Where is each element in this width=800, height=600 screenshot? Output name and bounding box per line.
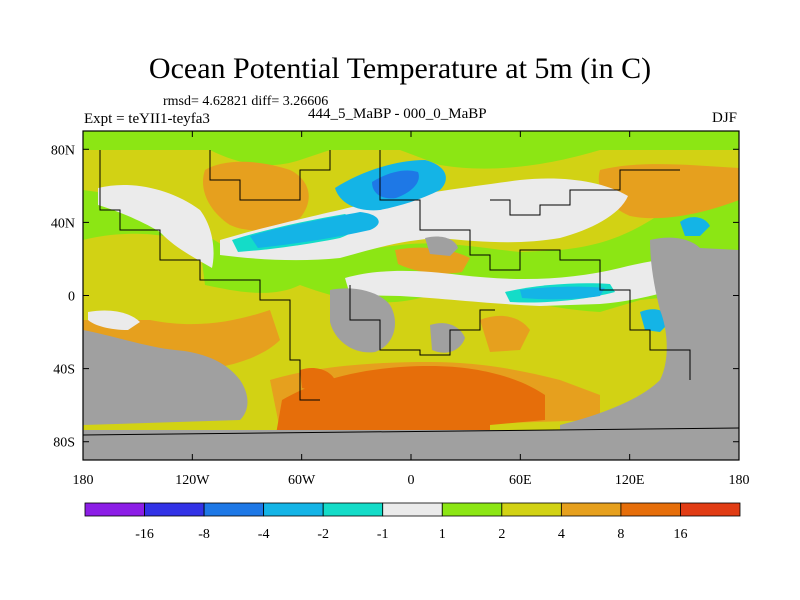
map-field <box>83 131 739 460</box>
y-tick-label: 40S <box>53 363 75 378</box>
colorbar-label: -2 <box>317 527 329 542</box>
field-band-blue-atl <box>250 212 379 248</box>
land-sa <box>83 330 248 425</box>
colorbar-swatch <box>441 502 503 517</box>
chart-title: Ocean Potential Temperature at 5m (in C) <box>148 52 652 85</box>
x-tick-label: 120W <box>175 473 210 488</box>
colorbar-swatch <box>560 502 622 517</box>
colorbar-swatch <box>382 502 443 517</box>
colorbar-label: -8 <box>198 527 210 542</box>
field-band-8-16 <box>275 366 545 448</box>
colorbar-label: 16 <box>673 527 687 542</box>
land-antarctica <box>83 430 739 460</box>
chart-subtitle: 444_5_MaBP - 000_0_MaBP <box>308 106 487 122</box>
y-tick-label: 40N <box>51 216 75 231</box>
field-band-blue-wp <box>680 217 710 236</box>
colorbar-label: 2 <box>498 527 505 542</box>
stats-text: rmsd= 4.62821 diff= 3.26606 <box>163 94 329 109</box>
colorbar-label: 8 <box>617 527 624 542</box>
field-band-neutral-pacific <box>98 184 214 268</box>
colorbar-swatch <box>144 502 205 517</box>
x-tick-label: 180 <box>729 473 750 488</box>
y-tick-label: 80S <box>53 436 75 451</box>
colorbar-swatch <box>501 502 562 517</box>
field-band-4-8-indian <box>480 315 530 352</box>
field-band-darkblue <box>372 170 419 199</box>
field-band-neutral-sh <box>88 310 140 330</box>
field-band-neutral-eq <box>345 250 735 306</box>
x-tick-label: 60E <box>509 473 532 488</box>
field-band-blue-eq <box>520 286 605 300</box>
colorbar-label: -1 <box>377 527 389 542</box>
x-tick-label: 120E <box>615 473 645 488</box>
colorbar: -16 -8 -4 -2 -1 1 2 4 8 16 <box>84 502 741 542</box>
y-tick-label: 80N <box>51 143 75 158</box>
land-ns <box>425 236 458 256</box>
season-label: DJF <box>712 110 738 126</box>
land-asia <box>560 237 739 460</box>
x-axis: 180 120W 60W 0 60E 120E 180 <box>73 131 750 488</box>
y-axis: 80N 40N 0 40S 80S <box>51 143 739 451</box>
colorbar-swatch <box>620 502 681 517</box>
x-tick-label: 60W <box>288 473 316 488</box>
x-tick-label: 0 <box>408 473 415 488</box>
y-tick-label: 0 <box>68 290 75 305</box>
x-tick-label: 180 <box>73 473 94 488</box>
colorbar-swatch <box>263 502 324 517</box>
colorbar-swatch <box>203 502 265 517</box>
colorbar-swatch <box>84 502 145 517</box>
field-band-8-16-sa <box>300 368 335 392</box>
colorbar-swatch <box>322 502 384 517</box>
coastlines <box>82 150 740 436</box>
colorbar-label: -4 <box>258 527 270 542</box>
experiment-label: Expt = teYII1-teyfa3 <box>84 111 210 127</box>
field-band-4-8-asia <box>598 164 739 219</box>
colorbar-label: -16 <box>135 527 154 542</box>
colorbar-label: 4 <box>558 527 565 542</box>
colorbar-label: 1 <box>439 527 446 542</box>
colorbar-swatch <box>680 502 741 517</box>
field-band-4-8-na <box>202 161 309 231</box>
